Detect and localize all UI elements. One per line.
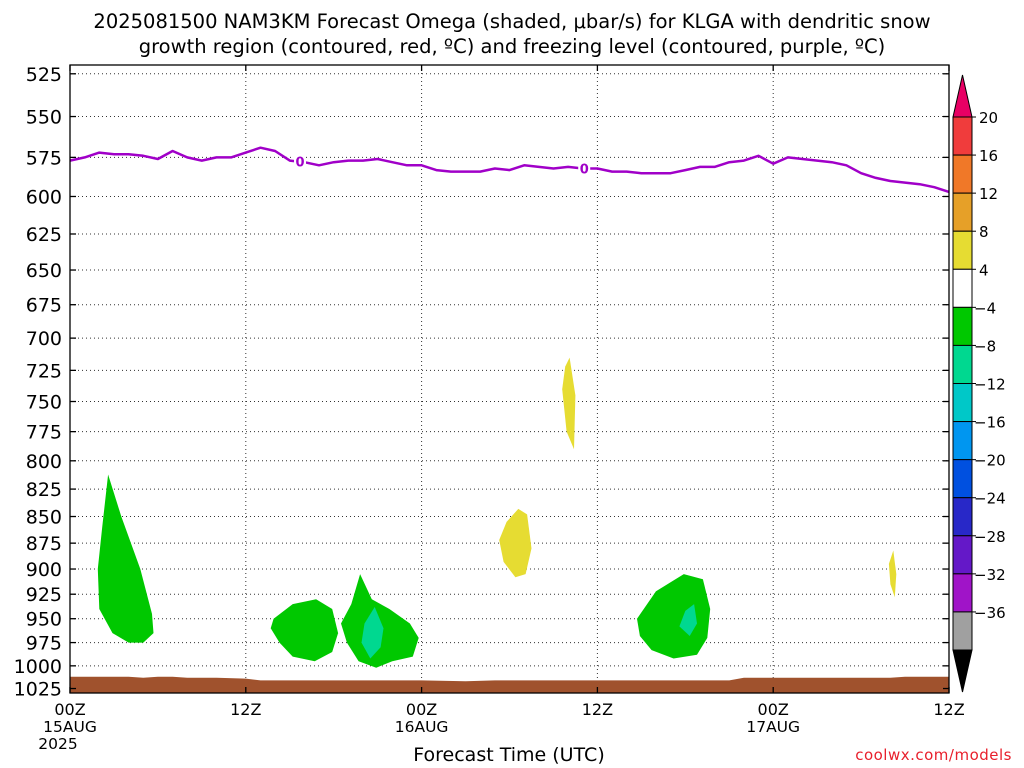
freezing-level-label-bg — [578, 161, 591, 176]
omega-region — [888, 550, 897, 598]
x-date-label: 15AUG — [43, 718, 97, 736]
omega-region — [97, 474, 154, 643]
freezing-level-line — [69, 146, 950, 194]
colorbar-swatch — [952, 268, 973, 308]
colorbar-label: −32 — [974, 566, 1006, 584]
y-tick-label: 700 — [26, 328, 62, 350]
colorbar-swatch — [952, 154, 973, 194]
y-tick-label: 575 — [26, 147, 62, 169]
x-date-label: 2025 — [38, 735, 77, 753]
colorbar-swatch — [952, 383, 973, 423]
x-tick-label: 00Z — [54, 700, 85, 719]
colorbar-swatch — [952, 459, 973, 499]
colorbar-label: −24 — [974, 490, 1006, 508]
colorbar-label: 8 — [979, 223, 989, 241]
colorbar-swatch — [952, 192, 973, 232]
colorbar-swatch — [952, 306, 973, 346]
colorbar-label: −20 — [974, 452, 1006, 470]
plot-area — [70, 65, 949, 693]
colorbar-label: −28 — [974, 528, 1006, 546]
x-date-label: 17AUG — [746, 718, 800, 736]
omega-region — [499, 508, 532, 578]
plot-frame — [69, 64, 950, 694]
terrain-mask — [70, 676, 949, 693]
y-tick-label: 525 — [26, 64, 62, 86]
colorbar-label: 4 — [979, 261, 989, 279]
freezing-level-label: 0 — [580, 162, 589, 177]
omega-region — [637, 574, 711, 659]
x-date-label: 16AUG — [395, 718, 449, 736]
colorbar-swatch — [952, 497, 973, 537]
y-tick-label: 950 — [26, 609, 62, 631]
chart-title-line-2: growth region (contoured, red, ºC) and f… — [138, 35, 886, 58]
y-tick-label: 1025 — [14, 679, 62, 701]
colorbar-label: −36 — [974, 604, 1006, 622]
colorbar-bottom-arrow — [952, 649, 973, 693]
x-tick-label: 12Z — [230, 700, 261, 719]
colorbar-swatch — [952, 116, 973, 156]
omega-region — [361, 607, 384, 659]
credit-label: coolwx.com/models — [855, 746, 1012, 764]
colorbar-swatch — [952, 535, 973, 575]
x-tick-label: 00Z — [758, 700, 789, 719]
x-tick-label: 12Z — [933, 700, 964, 719]
y-tick-label: 925 — [26, 584, 62, 606]
colorbar-swatch — [952, 230, 973, 270]
y-tick-label: 650 — [26, 260, 62, 282]
colorbar-swatch — [952, 421, 973, 461]
y-tick-label: 625 — [26, 224, 62, 246]
colorbar-label: −8 — [974, 337, 996, 355]
y-tick-label: 875 — [26, 533, 62, 555]
y-tick-label: 1000 — [14, 656, 62, 678]
y-tick-label: 850 — [26, 507, 62, 529]
omega-region — [562, 357, 576, 450]
freezing-level-label: 0 — [295, 156, 304, 171]
freezing-level-label-bg — [294, 154, 307, 169]
colorbar-swatch — [952, 344, 973, 384]
omega-region — [270, 599, 339, 662]
chart-title-line-1: 2025081500 NAM3KM Forecast Omega (shaded… — [93, 10, 931, 33]
y-tick-label: 675 — [26, 295, 62, 317]
y-tick-label: 975 — [26, 633, 62, 655]
y-tick-label: 825 — [26, 479, 62, 501]
y-tick-label: 775 — [26, 422, 62, 444]
y-tick-label: 750 — [26, 392, 62, 414]
y-tick-label: 550 — [26, 107, 62, 129]
colorbar-label: −4 — [974, 299, 996, 317]
omega-region — [679, 604, 697, 636]
colorbar-label: −16 — [974, 414, 1006, 432]
colorbar-swatch — [952, 611, 973, 651]
colorbar-swatch — [952, 573, 973, 613]
colorbar-label: 20 — [979, 109, 998, 127]
y-tick-label: 725 — [26, 360, 62, 382]
x-axis-title: Forecast Time (UTC) — [413, 744, 605, 766]
y-tick-label: 600 — [26, 186, 62, 208]
colorbar-label: −12 — [974, 376, 1006, 394]
y-tick-label: 800 — [26, 451, 62, 473]
x-tick-label: 12Z — [582, 700, 613, 719]
colorbar-label: 16 — [979, 147, 998, 165]
colorbar-label: 12 — [979, 185, 998, 203]
x-tick-label: 00Z — [406, 700, 437, 719]
y-tick-label: 900 — [26, 559, 62, 581]
colorbar-top-arrow — [952, 74, 973, 118]
